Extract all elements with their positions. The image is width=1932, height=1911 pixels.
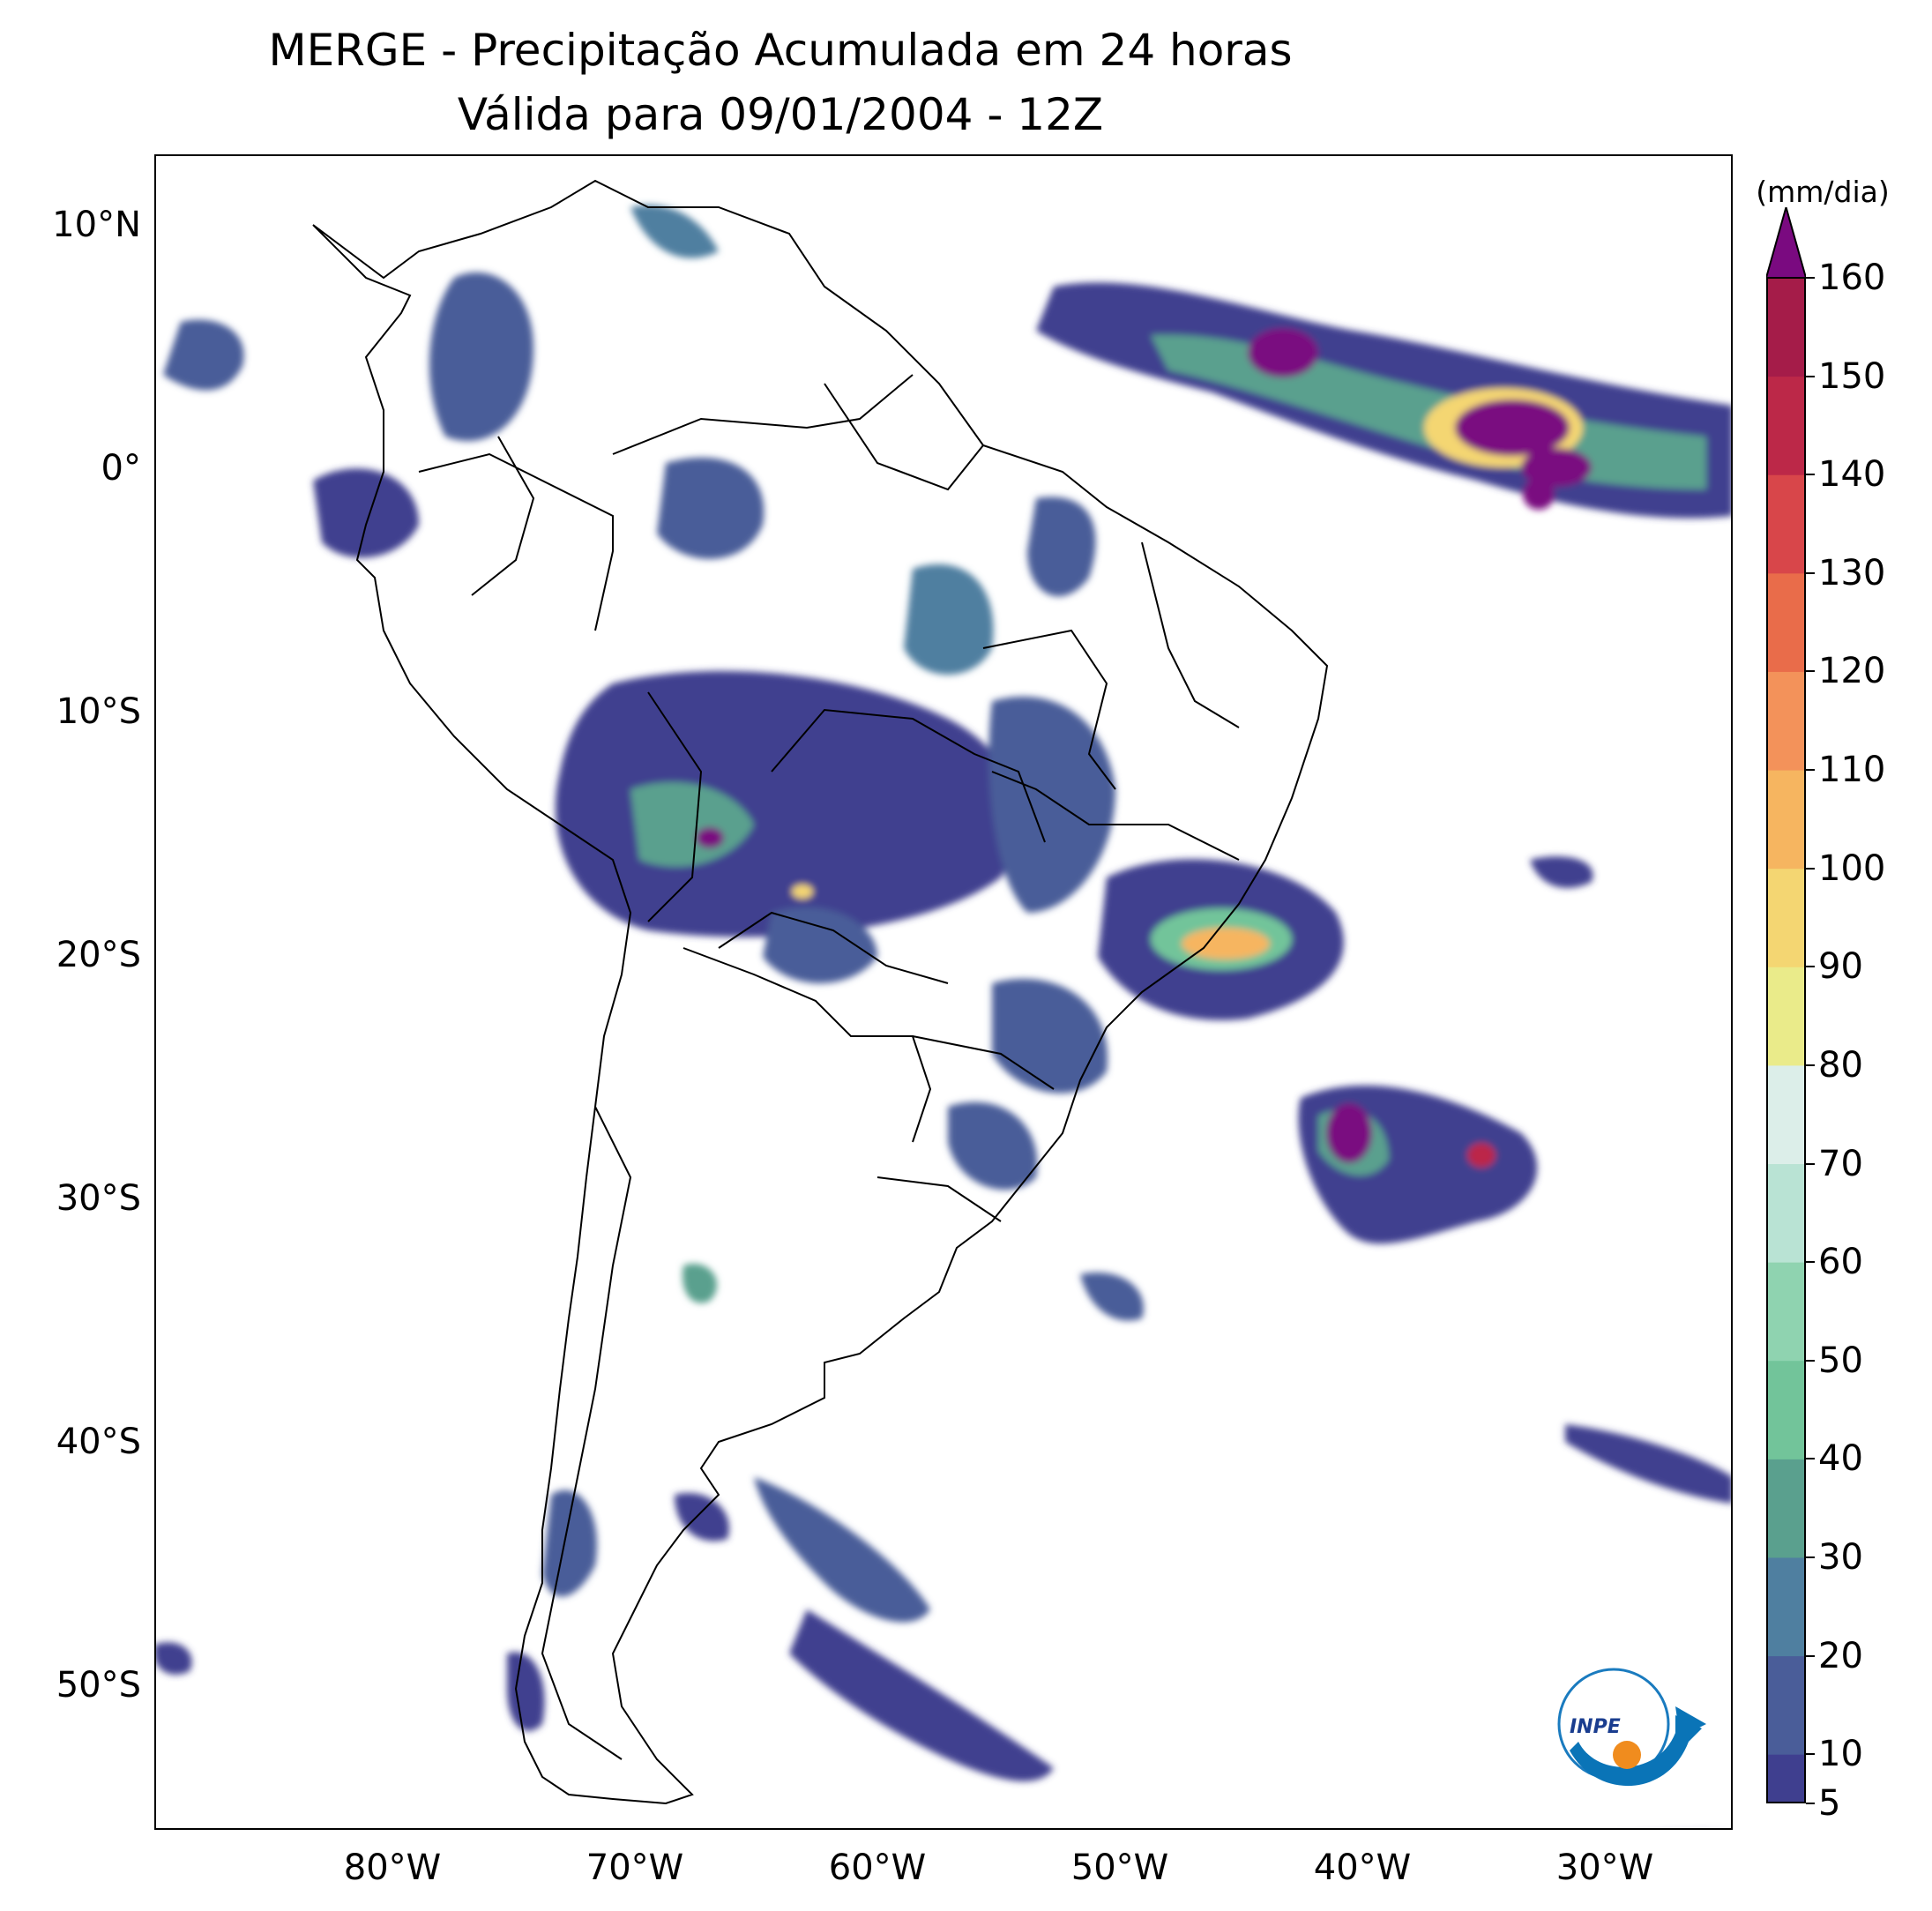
lat-tick-0: 0° [101, 448, 141, 489]
colorbar-tick-label: 90 [1818, 946, 1863, 988]
colorbar-tick-mark [1806, 1458, 1815, 1460]
precipitation-map [154, 154, 1733, 1830]
colorbar-tick-label: 80 [1818, 1044, 1863, 1086]
colorbar-tick-label: 40 [1818, 1438, 1863, 1480]
colorbar-tick-label: 70 [1818, 1143, 1863, 1184]
lon-tick-80w: 80°W [343, 1848, 442, 1888]
colorbar-segment [1766, 1459, 1806, 1558]
colorbar-tick-mark [1806, 1803, 1815, 1804]
colorbar-segment [1766, 1360, 1806, 1459]
colorbar-tick-mark [1806, 769, 1815, 772]
colorbar-tick-label: 140 [1818, 454, 1886, 496]
colorbar-tick-mark [1806, 277, 1815, 279]
colorbar-tick-label: 5 [1818, 1783, 1841, 1824]
colorbar-tick-mark [1806, 375, 1815, 377]
coastline-layer [312, 179, 1329, 1805]
colorbar-tick-mark [1806, 966, 1815, 968]
colorbar-tick-mark [1806, 1654, 1815, 1657]
lat-tick-10s: 10°S [56, 691, 141, 732]
colorbar-segment [1766, 1754, 1806, 1803]
colorbar-tick-label: 120 [1818, 651, 1886, 692]
colorbar-tick-mark [1806, 670, 1815, 673]
inpe-logo: INPE [1543, 1645, 1711, 1803]
colorbar-tick-mark [1806, 1556, 1815, 1558]
colorbar-extend-arrow [1766, 207, 1806, 279]
colorbar-tick-mark [1806, 1753, 1815, 1756]
colorbar-frame [1766, 277, 1806, 1803]
colorbar [1766, 207, 1806, 1803]
colorbar-segment [1766, 376, 1806, 475]
colorbar-tick-label: 20 [1818, 1635, 1863, 1676]
colorbar-segment [1766, 770, 1806, 870]
lon-tick-40w: 40°W [1313, 1848, 1412, 1888]
colorbar-tick-label: 100 [1818, 847, 1886, 889]
colorbar-segment [1766, 572, 1806, 672]
colorbar-segment [1766, 278, 1806, 377]
colorbar-tick-label: 50 [1818, 1340, 1863, 1381]
colorbar-tick-label: 10 [1818, 1734, 1863, 1775]
colorbar-segment [1766, 474, 1806, 574]
colorbar-tick-mark [1806, 1261, 1815, 1264]
lat-tick-20s: 20°S [56, 935, 141, 975]
colorbar-tick-label: 130 [1818, 552, 1886, 593]
lon-tick-50w: 50°W [1070, 1848, 1169, 1888]
colorbar-unit: (mm/dia) [1756, 175, 1890, 209]
colorbar-tick-mark [1806, 571, 1815, 574]
colorbar-tick-label: 30 [1818, 1536, 1863, 1578]
lat-tick-50s: 50°S [56, 1665, 141, 1706]
lon-tick-30w: 30°W [1555, 1848, 1654, 1888]
colorbar-segment [1766, 1262, 1806, 1362]
colorbar-segment [1766, 1556, 1806, 1657]
lon-tick-60w: 60°W [828, 1848, 927, 1888]
colorbar-segment [1766, 1064, 1806, 1165]
lat-tick-40s: 40°S [56, 1422, 141, 1462]
lon-tick-70w: 70°W [586, 1848, 684, 1888]
colorbar-segment [1766, 1655, 1806, 1755]
colorbar-segment [1766, 967, 1806, 1066]
colorbar-segment [1766, 671, 1806, 771]
map-subtitle: Válida para 09/01/2004 - 12Z [457, 89, 1104, 140]
colorbar-tick-mark [1806, 474, 1815, 476]
map-title: MERGE - Precipitação Acumulada em 24 hor… [268, 25, 1293, 76]
lat-tick-30s: 30°S [56, 1178, 141, 1219]
colorbar-tick-mark [1806, 1162, 1815, 1165]
colorbar-tick-label: 60 [1818, 1242, 1863, 1283]
colorbar-tick-label: 160 [1818, 258, 1886, 298]
colorbar-tick-mark [1806, 867, 1815, 870]
colorbar-tick-label: 150 [1818, 355, 1886, 397]
colorbar-tick-mark [1806, 1064, 1815, 1066]
colorbar-segment [1766, 868, 1806, 967]
colorbar-segment [1766, 1163, 1806, 1263]
logo-text: INPE [1570, 1716, 1621, 1738]
map-frame [154, 154, 1733, 1830]
colorbar-tick-mark [1806, 1359, 1815, 1362]
precipitation-layer [154, 205, 1733, 1781]
colorbar-tick-label: 110 [1818, 750, 1886, 791]
lat-tick-10n: 10°N [52, 205, 141, 245]
